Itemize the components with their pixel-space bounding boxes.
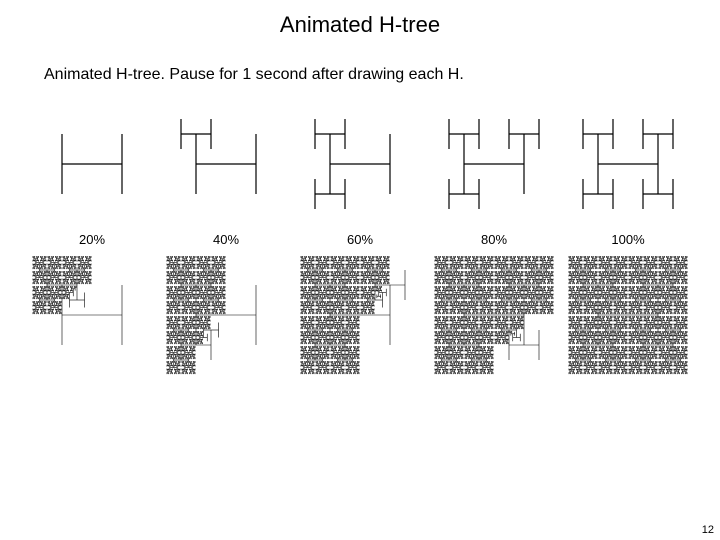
cell-d1-20 — [32, 104, 152, 224]
cell-d5-60 — [300, 255, 420, 375]
label-80: 80% — [434, 232, 554, 247]
label-60: 60% — [300, 232, 420, 247]
row-depth1 — [24, 104, 696, 224]
cell-d1-80 — [434, 104, 554, 224]
labels-row: 20% 40% 60% 80% 100% — [24, 232, 696, 247]
row-depth5 — [24, 255, 696, 375]
page-title: Animated H-tree — [24, 12, 696, 38]
label-20: 20% — [32, 232, 152, 247]
subtitle-rest: Pause for 1 second after drawing each H. — [169, 66, 463, 83]
cell-d1-60 — [300, 104, 420, 224]
label-100: 100% — [568, 232, 688, 247]
cell-d1-40 — [166, 104, 286, 224]
subtitle-lead: Animated H-tree. — [44, 66, 165, 83]
cell-d5-80 — [434, 255, 554, 375]
cell-d5-40 — [166, 255, 286, 375]
page-number: 12 — [702, 524, 714, 536]
label-40: 40% — [166, 232, 286, 247]
subtitle-line: Animated H-tree. Pause for 1 second afte… — [44, 66, 696, 84]
cell-d1-100 — [568, 104, 688, 224]
cell-d5-100 — [568, 255, 688, 375]
cell-d5-20 — [32, 255, 152, 375]
